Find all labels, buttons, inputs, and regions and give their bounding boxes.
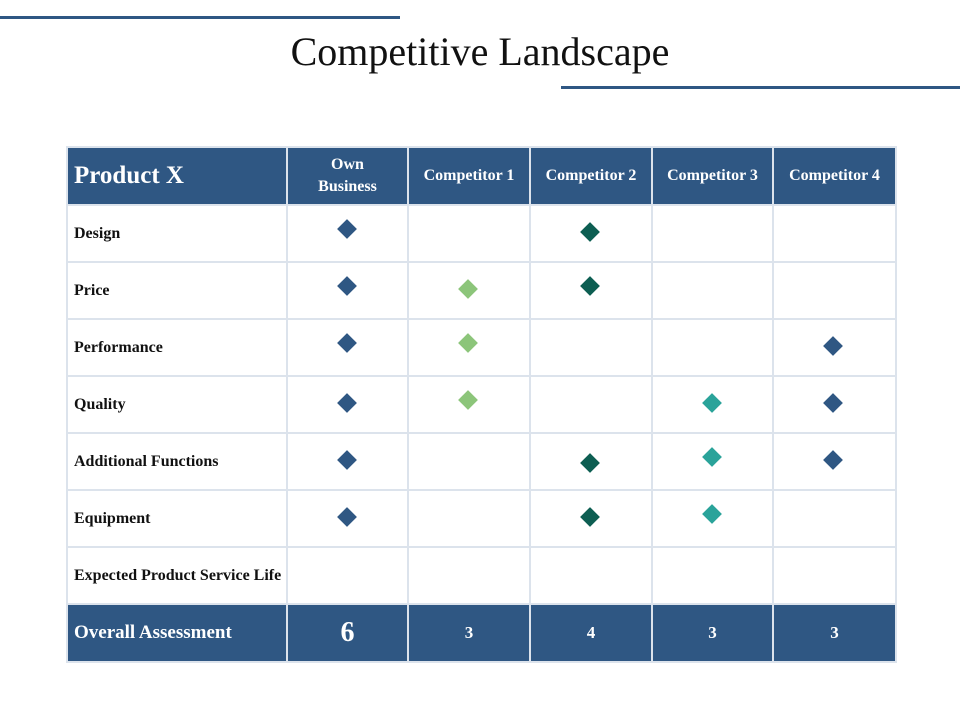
table-cell bbox=[651, 261, 774, 320]
comparison-table-wrapper: Product X Own Business Competitor 1 Comp… bbox=[66, 146, 897, 663]
table-cell bbox=[407, 546, 531, 605]
score-competitor-4: 3 bbox=[772, 603, 897, 663]
diamond-marker-icon bbox=[580, 453, 600, 473]
diamond-marker-icon bbox=[458, 279, 478, 299]
column-header-competitor-3: Competitor 3 bbox=[651, 146, 774, 206]
table-cell bbox=[529, 489, 653, 548]
diamond-marker-icon bbox=[823, 393, 843, 413]
table-row: Quality bbox=[66, 375, 897, 434]
table-cell bbox=[286, 375, 409, 434]
diamond-marker-icon bbox=[702, 504, 722, 524]
score-competitor-3: 3 bbox=[651, 603, 774, 663]
score-competitor-1: 3 bbox=[407, 603, 531, 663]
row-label-price: Price bbox=[66, 261, 288, 320]
table-cell bbox=[651, 204, 774, 263]
overall-assessment-row: Overall Assessment 6 3 4 3 3 bbox=[66, 603, 897, 663]
diamond-marker-icon bbox=[337, 507, 357, 527]
table-cell bbox=[651, 432, 774, 491]
table-cell bbox=[529, 261, 653, 320]
top-left-rule bbox=[0, 16, 400, 19]
table-row: Equipment bbox=[66, 489, 897, 548]
header-row: Product X Own Business Competitor 1 Comp… bbox=[66, 146, 897, 206]
table-cell bbox=[772, 489, 897, 548]
row-label-equipment: Equipment bbox=[66, 489, 288, 548]
overall-assessment-label: Overall Assessment bbox=[66, 603, 288, 663]
diamond-marker-icon bbox=[458, 333, 478, 353]
table-cell bbox=[529, 375, 653, 434]
score-own-business: 6 bbox=[286, 603, 409, 663]
table-cell bbox=[407, 489, 531, 548]
table-cell bbox=[772, 204, 897, 263]
table-cell bbox=[651, 318, 774, 377]
column-header-competitor-1: Competitor 1 bbox=[407, 146, 531, 206]
table-body: Design Price Performance bbox=[66, 204, 897, 605]
top-right-rule bbox=[561, 86, 960, 89]
table-cell bbox=[286, 432, 409, 491]
score-competitor-2: 4 bbox=[529, 603, 653, 663]
diamond-marker-icon bbox=[823, 336, 843, 356]
table-cell bbox=[529, 318, 653, 377]
table-cell bbox=[286, 546, 409, 605]
row-label-quality: Quality bbox=[66, 375, 288, 434]
table-row: Design bbox=[66, 204, 897, 263]
table-cell bbox=[772, 375, 897, 434]
corner-header: Product X bbox=[66, 146, 288, 206]
table-cell bbox=[407, 318, 531, 377]
table-cell bbox=[651, 546, 774, 605]
diamond-marker-icon bbox=[702, 393, 722, 413]
table-cell bbox=[772, 261, 897, 320]
table-cell bbox=[407, 261, 531, 320]
row-label-design: Design bbox=[66, 204, 288, 263]
diamond-marker-icon bbox=[580, 507, 600, 527]
table-row: Additional Functions bbox=[66, 432, 897, 491]
table-cell bbox=[286, 261, 409, 320]
row-label-expected-product-service-life: Expected Product Service Life bbox=[66, 546, 288, 605]
column-header-competitor-4: Competitor 4 bbox=[772, 146, 897, 206]
table-cell bbox=[286, 489, 409, 548]
diamond-marker-icon bbox=[580, 276, 600, 296]
table-cell bbox=[772, 318, 897, 377]
slide-title: Competitive Landscape bbox=[290, 29, 670, 74]
table-cell bbox=[651, 489, 774, 548]
diamond-marker-icon bbox=[337, 219, 357, 239]
diamond-marker-icon bbox=[823, 450, 843, 470]
comparison-table: Product X Own Business Competitor 1 Comp… bbox=[66, 146, 897, 663]
table-cell bbox=[529, 432, 653, 491]
table-cell bbox=[407, 204, 531, 263]
table-cell bbox=[529, 546, 653, 605]
column-header-own-business: Own Business bbox=[286, 146, 409, 206]
table-cell bbox=[407, 375, 531, 434]
row-label-additional-functions: Additional Functions bbox=[66, 432, 288, 491]
row-label-performance: Performance bbox=[66, 318, 288, 377]
table-cell bbox=[772, 546, 897, 605]
table-row: Performance bbox=[66, 318, 897, 377]
table-cell bbox=[772, 432, 897, 491]
table-row: Expected Product Service Life bbox=[66, 546, 897, 605]
diamond-marker-icon bbox=[337, 333, 357, 353]
diamond-marker-icon bbox=[337, 276, 357, 296]
table-cell bbox=[529, 204, 653, 263]
table-cell bbox=[286, 204, 409, 263]
column-header-competitor-2: Competitor 2 bbox=[529, 146, 653, 206]
table-cell bbox=[286, 318, 409, 377]
diamond-marker-icon bbox=[702, 447, 722, 467]
table-cell bbox=[651, 375, 774, 434]
table-row: Price bbox=[66, 261, 897, 320]
diamond-marker-icon bbox=[580, 222, 600, 242]
table-cell bbox=[407, 432, 531, 491]
diamond-marker-icon bbox=[337, 393, 357, 413]
diamond-marker-icon bbox=[458, 390, 478, 410]
diamond-marker-icon bbox=[337, 450, 357, 470]
